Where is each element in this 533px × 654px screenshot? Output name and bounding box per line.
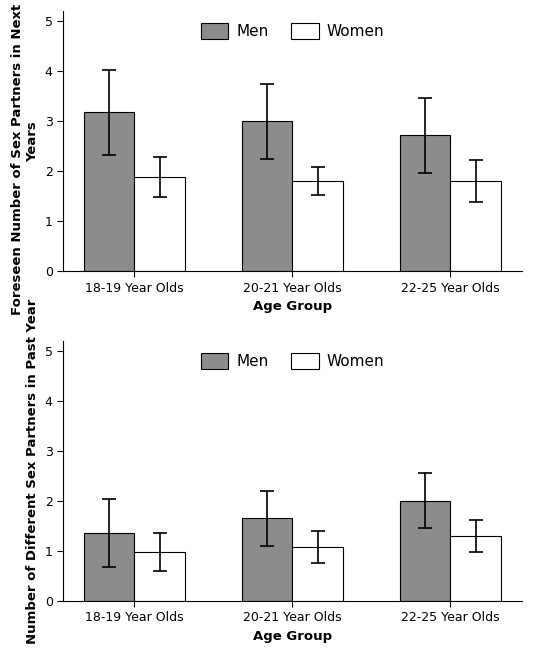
Bar [134, 177, 185, 271]
Y-axis label: Number of Different Sex Partners in Past Year: Number of Different Sex Partners in Past… [26, 298, 39, 644]
Bar [450, 181, 501, 271]
Bar [134, 552, 185, 601]
Bar [400, 501, 450, 601]
Legend: Men, Women: Men, Women [196, 349, 389, 373]
Y-axis label: Foreseen Number of Sex Partners in Next Five
Years: Foreseen Number of Sex Partners in Next … [11, 0, 39, 315]
Bar [293, 181, 343, 271]
X-axis label: Age Group: Age Group [253, 300, 332, 313]
Bar [84, 112, 134, 271]
Bar [242, 519, 293, 601]
Legend: Men, Women: Men, Women [196, 19, 389, 44]
Bar [450, 536, 501, 601]
Bar [400, 135, 450, 271]
X-axis label: Age Group: Age Group [253, 630, 332, 643]
Bar [242, 121, 293, 271]
Bar [293, 547, 343, 601]
Bar [84, 534, 134, 601]
